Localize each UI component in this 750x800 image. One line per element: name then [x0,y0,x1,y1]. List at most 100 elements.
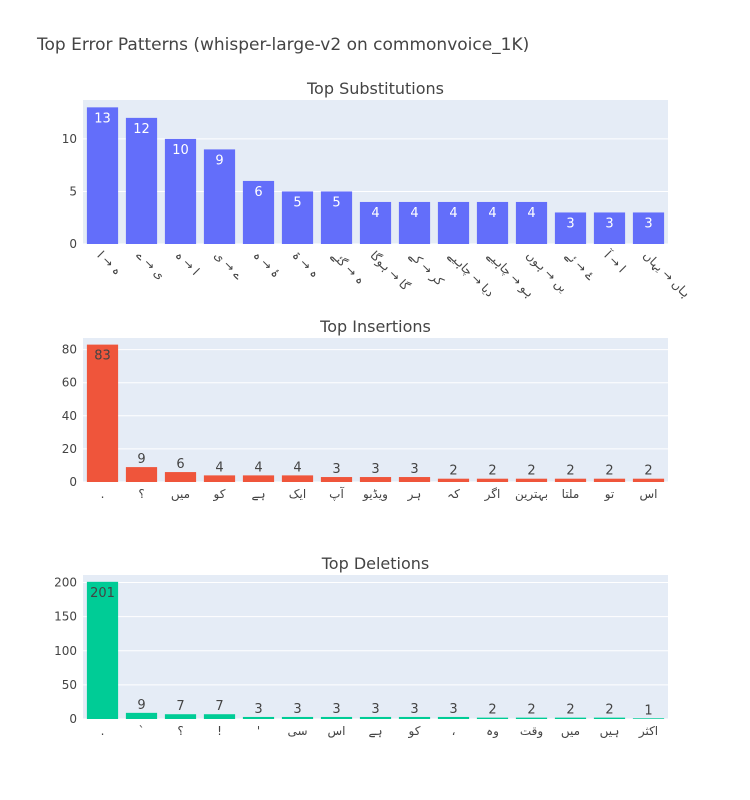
data-label: 4 [293,460,301,475]
bar [86,107,119,244]
y-tick-label: 0 [69,712,77,726]
data-label: 4 [254,460,262,475]
x-tick-label: . [101,724,105,738]
x-tick-label: ویڈیو [362,487,388,502]
x-tick-label: ہے [251,487,265,501]
data-label: 9 [137,452,145,467]
data-label: 3 [449,702,457,717]
x-tick-label: ہ → ۃ [289,248,321,280]
data-label: 2 [488,703,496,718]
x-tick-label: ی → ے [133,248,167,282]
data-label: 3 [605,216,613,231]
x-tick-label: ایک [289,487,306,501]
x-tick-label: تو [604,487,615,502]
data-label: 4 [215,460,223,475]
y-tick-label: 60 [62,376,77,390]
x-tick-label: ہ → گئے [328,248,367,287]
bar [359,716,392,719]
x-tick-label: کو [213,487,226,502]
x-tick-label: اس [640,487,658,502]
data-label: 3 [410,702,418,717]
bar [593,212,626,244]
y-tick-label: 50 [62,678,77,692]
data-label: 7 [176,699,184,714]
data-label: 4 [410,206,418,221]
x-tick-label: اگر [484,487,501,502]
y-tick-label: 5 [69,184,77,198]
data-label: 13 [94,111,111,126]
data-label: 10 [172,143,189,158]
x-tick-label: وہ [486,724,499,739]
y-tick-label: 80 [62,343,77,357]
data-label: 3 [371,462,379,477]
x-tick-label: ؟ [177,724,183,738]
x-tick-label: وقت [520,724,543,739]
x-tick-label: بہترین [515,487,548,502]
bar [437,478,470,482]
data-label: 3 [644,216,652,231]
x-tick-label: آپ [329,486,344,501]
x-tick-label: . [101,487,105,501]
bar [320,477,353,482]
bar [554,212,587,244]
bar [86,581,119,719]
x-tick-label: ے → ی [211,248,245,282]
data-label: 6 [254,185,262,200]
bar [554,478,587,482]
bar [281,475,314,482]
bar [554,717,587,719]
x-tick-label: ' [257,724,260,738]
bar [593,478,626,482]
bar [86,344,119,482]
x-tick-label: ` [139,724,145,738]
bar [281,191,314,244]
bar [632,478,665,482]
x-tick-label: ۂ → ہ [250,248,282,280]
subplot-title: Top Insertions [319,317,431,336]
bar [164,472,197,482]
bar [476,478,509,482]
y-tick-label: 20 [62,442,77,456]
bar [398,716,431,719]
x-tick-label: ہر [407,487,422,502]
x-tick-label: کو [408,724,421,739]
x-tick-label: میں [171,487,190,502]
y-tick-label: 200 [54,576,77,590]
bar [515,201,548,244]
data-label: 3 [332,702,340,717]
data-label: 9 [137,698,145,713]
bar [203,149,236,244]
data-label: 2 [527,464,535,479]
subplot-title: Top Deletions [321,554,430,573]
bar [437,201,470,244]
y-tick-label: 0 [69,475,77,489]
y-tick-label: 150 [54,610,77,624]
bar [242,716,275,719]
data-label: 3 [254,702,262,717]
bar [593,717,626,719]
bar [242,475,275,482]
data-label: 3 [293,702,301,717]
y-tick-label: 10 [62,132,77,146]
y-tick-label: 100 [54,644,77,658]
data-label: 3 [332,462,340,477]
bar [476,717,509,719]
y-tick-label: 0 [69,237,77,251]
x-tick-label: ! [217,724,222,738]
x-tick-label: میں [561,724,580,739]
bar [632,212,665,244]
x-tick-label: کہ [447,487,460,501]
data-label: 5 [332,195,340,210]
bar [203,475,236,482]
bar [164,138,197,244]
data-label: 2 [566,464,574,479]
bar [359,201,392,244]
data-label: 4 [527,206,535,221]
bar [632,718,665,719]
data-label: 2 [605,703,613,718]
data-label: 9 [215,153,223,168]
data-label: 2 [488,464,496,479]
bar [320,716,353,719]
x-tick-label: ہاں → یہاں [640,248,692,300]
